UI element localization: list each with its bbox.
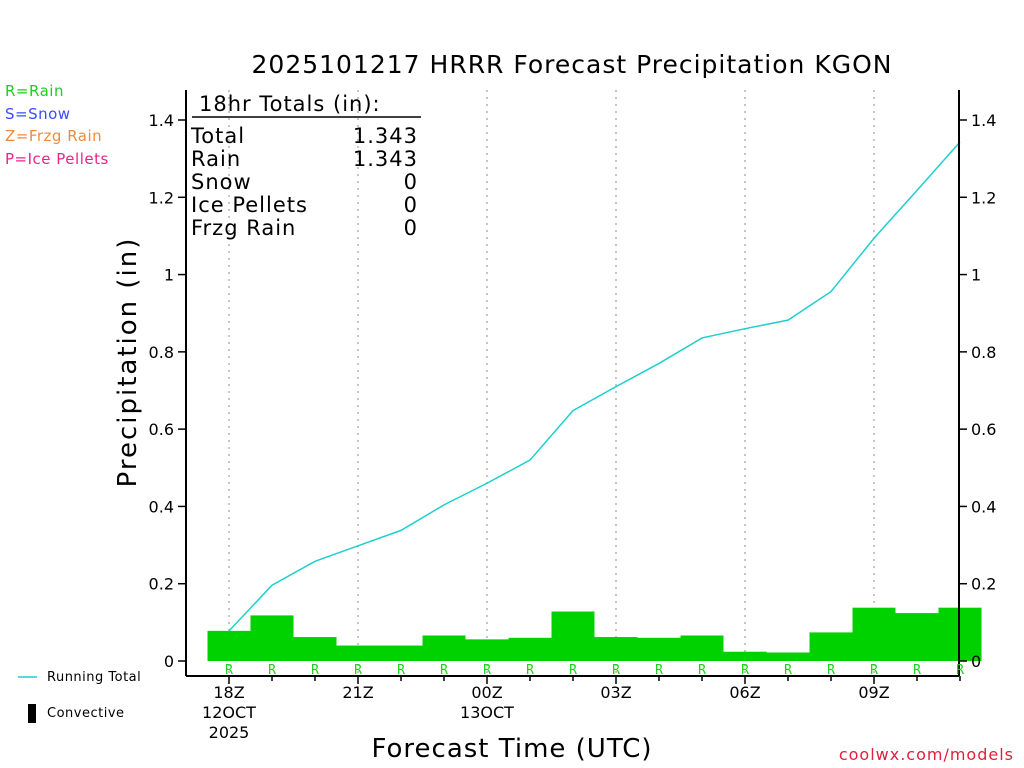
y-tick-label-right: 0	[971, 652, 981, 671]
grid-lines	[228, 90, 875, 676]
rain-bar	[895, 613, 939, 661]
bottom-legend	[18, 676, 37, 723]
totals-row-label: Snow	[191, 170, 252, 194]
ptype-mark: R	[397, 663, 405, 678]
ptype-mark: R	[483, 663, 491, 678]
ptype-mark: R	[612, 663, 620, 678]
y-tick-label-right: 1	[971, 266, 981, 285]
ptype-mark: R	[655, 663, 663, 678]
rain-bar	[293, 637, 337, 661]
rain-bar	[465, 639, 509, 661]
ptype-mark: R	[741, 663, 749, 678]
rain-bar	[809, 632, 853, 661]
rain-bar	[250, 615, 294, 661]
totals-row-value: 0	[404, 193, 418, 217]
legend-key-ice-pellets: P=Ice Pellets	[5, 150, 109, 168]
axis-ticks: 0 00.2 0.20.4 0.40.6 0.60.8 0.81 11.2 1.21.4 1.4…	[149, 111, 997, 742]
y-tick-label-left: 0	[164, 652, 174, 671]
totals-box: 18hr Totals (in): Total 1.343 Rain 1.343 Snow…	[190, 92, 421, 240]
running-total-series	[228, 141, 961, 632]
x-tick-label: 00Z	[471, 683, 502, 702]
totals-row-label: Total	[190, 124, 245, 148]
y-tick-label-left: 0.2	[149, 575, 174, 594]
y-tick-label-left: 0.8	[149, 343, 174, 362]
x-tick-label: 13OCT	[460, 703, 514, 722]
ptype-mark: R	[225, 663, 233, 678]
x-tick-label: 2025	[209, 723, 250, 742]
totals-row-value: 1.343	[353, 147, 418, 171]
rain-bar	[766, 652, 810, 661]
plot-axes	[185, 90, 960, 677]
rain-bar	[508, 637, 552, 661]
running-total-line	[228, 141, 961, 632]
running-total-legend-label: Running Total	[47, 670, 142, 685]
y-tick-label-left: 1	[164, 266, 174, 285]
ptype-mark: R	[526, 663, 534, 678]
totals-row-value: 0	[404, 170, 418, 194]
y-axis-label: Precipitation (in)	[113, 236, 143, 488]
rain-bar	[637, 637, 681, 661]
y-tick-label-left: 0.4	[149, 497, 174, 516]
x-tick-label: 18Z	[213, 683, 244, 702]
y-tick-label-right: 1.2	[971, 188, 996, 207]
totals-row-label: Ice Pellets	[191, 193, 308, 217]
ptype-mark: R	[870, 663, 878, 678]
convective-legend-label: Convective	[47, 706, 125, 721]
totals-row-value: 1.343	[353, 124, 418, 148]
ptype-mark: R	[354, 663, 362, 678]
y-tick-label-left: 1.2	[149, 188, 174, 207]
y-tick-label-right: 0.8	[971, 343, 996, 362]
ptype-mark: R	[827, 663, 835, 678]
ptype-mark: R	[569, 663, 577, 678]
x-axis-label: Forecast Time (UTC)	[371, 734, 653, 764]
y-tick-label-left: 1.4	[149, 111, 174, 130]
y-tick-label-left: 0.6	[149, 420, 174, 439]
rain-bar	[594, 637, 638, 661]
x-tick-label: 03Z	[600, 683, 631, 702]
totals-row-value: 0	[404, 216, 418, 240]
ptype-mark: R	[440, 663, 448, 678]
legend-key-snow: S=Snow	[5, 105, 71, 123]
x-tick-label: 09Z	[858, 683, 889, 702]
rain-bar	[680, 635, 724, 661]
convective-legend-swatch	[28, 704, 36, 723]
ptype-mark: R	[698, 663, 706, 678]
rain-bar	[336, 645, 380, 661]
y-tick-label-right: 1.4	[971, 111, 996, 130]
credit-text: coolwx.com/models	[838, 745, 1014, 764]
ptype-mark: R	[784, 663, 792, 678]
x-tick-label: 12OCT	[202, 703, 256, 722]
y-tick-label-right: 0.4	[971, 497, 996, 516]
ptype-mark: R	[268, 663, 276, 678]
x-tick-label: 21Z	[342, 683, 373, 702]
rain-bar	[379, 645, 423, 661]
totals-header: 18hr Totals (in):	[199, 92, 381, 116]
rain-bar	[207, 630, 251, 661]
legend-key-rain: R=Rain	[5, 82, 64, 100]
y-tick-label-right: 0.6	[971, 420, 996, 439]
x-tick-label: 06Z	[729, 683, 760, 702]
totals-row-label: Frzg Rain	[191, 216, 296, 240]
rain-bar	[422, 635, 466, 661]
rain-bar	[852, 607, 896, 661]
ptype-mark: R	[956, 663, 964, 678]
rain-bar	[723, 651, 767, 661]
legend-key-frzg-rain: Z=Frzg Rain	[5, 127, 103, 145]
ptype-mark: R	[913, 663, 921, 678]
rain-bar	[551, 611, 595, 661]
chart-title: 2025101217 HRRR Forecast Precipitation K…	[251, 50, 893, 79]
y-tick-label-right: 0.2	[971, 575, 996, 594]
totals-row-label: Rain	[191, 147, 241, 171]
ptype-mark: R	[311, 663, 319, 678]
rain-bars	[207, 607, 982, 661]
